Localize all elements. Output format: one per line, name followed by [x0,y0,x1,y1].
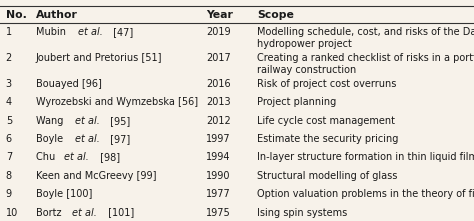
Text: Mubin: Mubin [36,27,69,37]
Text: Bortz: Bortz [36,208,64,217]
Text: No.: No. [6,10,27,20]
Text: [97]: [97] [107,134,130,144]
Text: et al.: et al. [78,27,103,37]
Text: 2019: 2019 [206,27,231,37]
Text: 9: 9 [6,189,12,199]
Text: Boyle: Boyle [36,134,66,144]
Text: 1975: 1975 [206,208,231,217]
Text: Project planning: Project planning [257,97,337,107]
Text: 2013: 2013 [206,97,231,107]
Text: [101]: [101] [105,208,134,217]
Text: [98]: [98] [97,152,119,162]
Text: In-layer structure formation in thin liquid films: In-layer structure formation in thin liq… [257,152,474,162]
Text: [47]: [47] [110,27,134,37]
Text: 1990: 1990 [206,171,231,181]
Text: et al.: et al. [64,152,89,162]
Text: Estimate the security pricing: Estimate the security pricing [257,134,399,144]
Text: et al.: et al. [73,208,97,217]
Text: 2: 2 [6,53,12,63]
Text: 1977: 1977 [206,189,231,199]
Text: Wyrozebski and Wymzebska [56]: Wyrozebski and Wymzebska [56] [36,97,198,107]
Text: Chu: Chu [36,152,58,162]
Text: [95]: [95] [107,116,130,126]
Text: Wang: Wang [36,116,66,126]
Text: Option valuation problems in the theory of finance: Option valuation problems in the theory … [257,189,474,199]
Text: 1997: 1997 [206,134,231,144]
Text: 3: 3 [6,79,12,89]
Text: et al.: et al. [74,134,100,144]
Text: Risk of project cost overruns: Risk of project cost overruns [257,79,397,89]
Text: 10: 10 [6,208,18,217]
Text: Joubert and Pretorius [51]: Joubert and Pretorius [51] [36,53,162,63]
Text: Bouayed [96]: Bouayed [96] [36,79,101,89]
Text: 2012: 2012 [206,116,231,126]
Text: Boyle [100]: Boyle [100] [36,189,92,199]
Text: Modelling schedule, cost, and risks of the Dasu
hydropower project: Modelling schedule, cost, and risks of t… [257,27,474,49]
Text: et al.: et al. [75,116,100,126]
Text: Life cycle cost management: Life cycle cost management [257,116,395,126]
Text: 7: 7 [6,152,12,162]
Text: 6: 6 [6,134,12,144]
Text: Creating a ranked checklist of risks in a portfolio of
railway construction: Creating a ranked checklist of risks in … [257,53,474,75]
Text: 1: 1 [6,27,12,37]
Text: 2017: 2017 [206,53,231,63]
Text: 1994: 1994 [206,152,231,162]
Text: Scope: Scope [257,10,294,20]
Text: 8: 8 [6,171,12,181]
Text: 2016: 2016 [206,79,231,89]
Text: Keen and McGreevy [99]: Keen and McGreevy [99] [36,171,156,181]
Text: 5: 5 [6,116,12,126]
Text: Year: Year [206,10,233,20]
Text: Author: Author [36,10,77,20]
Text: 4: 4 [6,97,12,107]
Text: Structural modelling of glass: Structural modelling of glass [257,171,398,181]
Text: Ising spin systems: Ising spin systems [257,208,347,217]
